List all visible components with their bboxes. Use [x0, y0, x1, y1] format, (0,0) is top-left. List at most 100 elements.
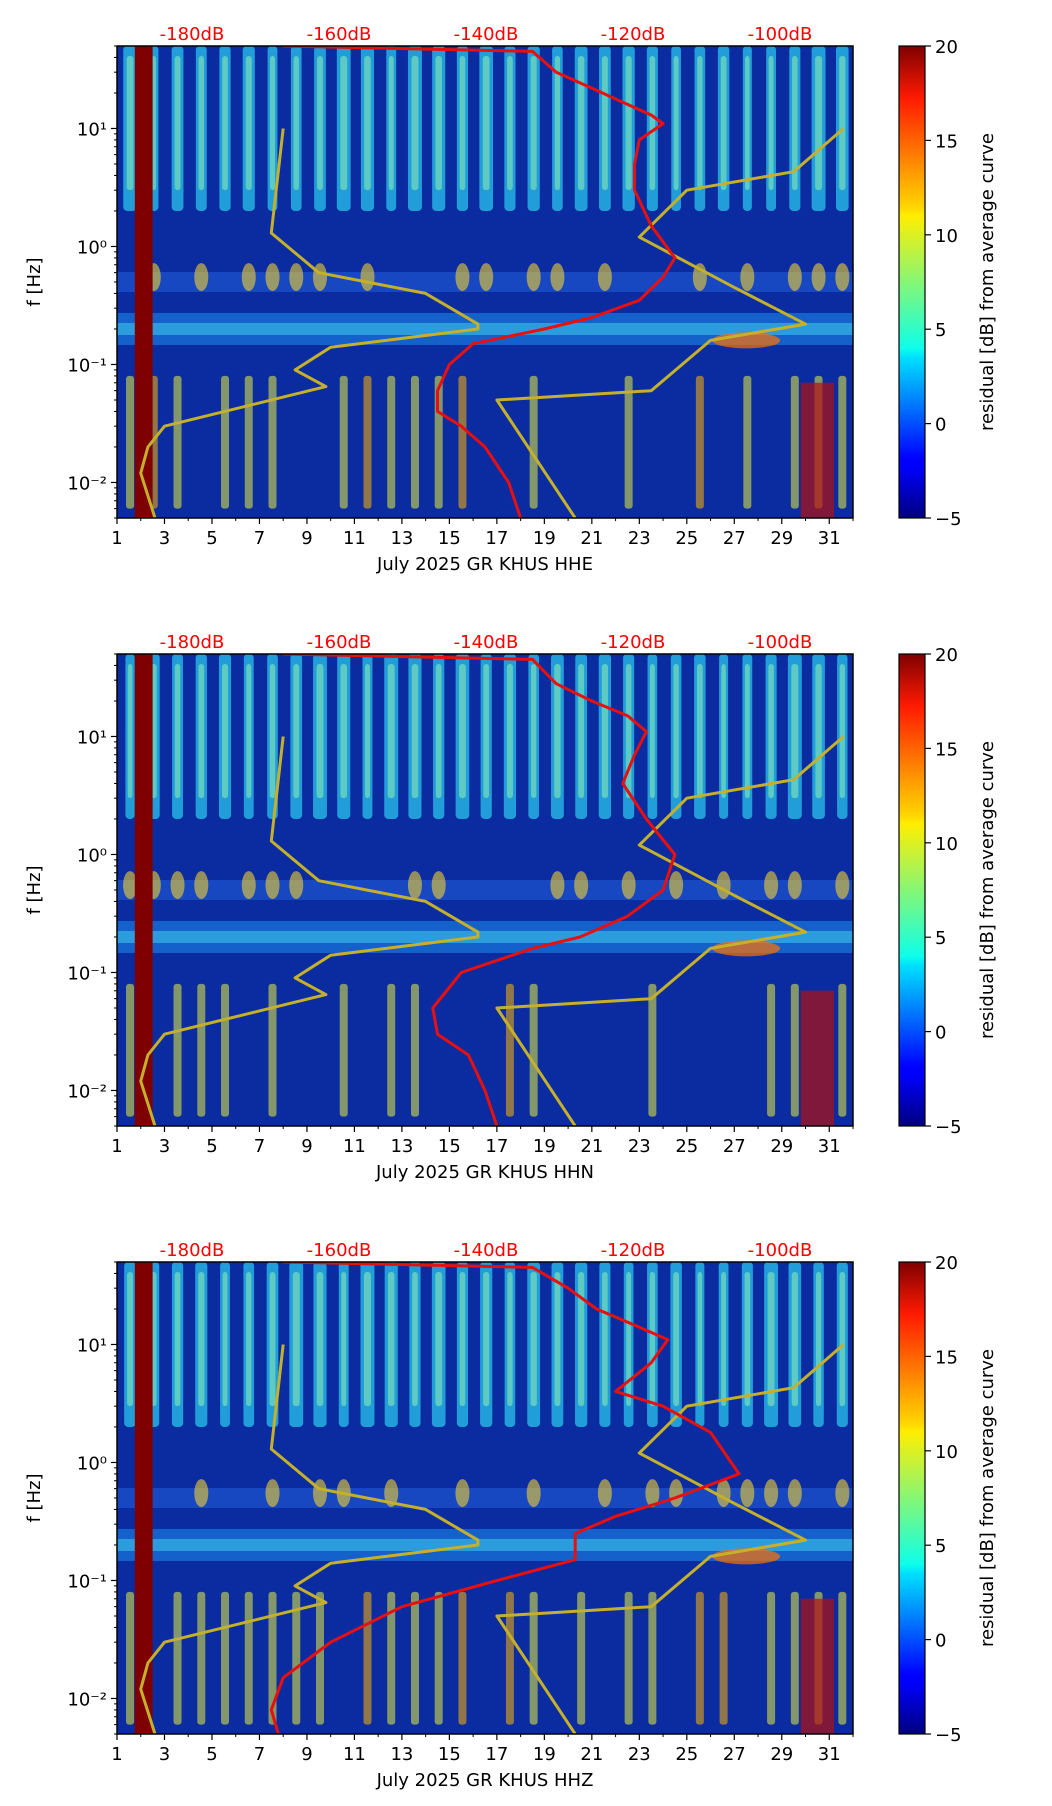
median-psd-curve [283, 46, 677, 518]
db-scale-label: -140dB [454, 24, 519, 45]
db-scale-label: -180dB [160, 24, 225, 45]
colorbar-tick-label: 5 [935, 1536, 946, 1557]
x-tick-label: 25 [675, 1136, 698, 1157]
db-scale-label: -160dB [307, 24, 372, 45]
x-tick-label: 11 [343, 1744, 366, 1765]
y-tick-label: 10⁻¹ [67, 355, 107, 376]
x-tick-label: 1 [111, 528, 122, 549]
x-tick-label: 29 [770, 1136, 793, 1157]
x-tick-label: 3 [159, 1744, 170, 1765]
x-tick-label: 21 [580, 1136, 603, 1157]
x-tick-label: 25 [675, 1744, 698, 1765]
y-tick-label: 10¹ [77, 727, 107, 748]
colorbar-tick-label: 20 [935, 645, 958, 666]
colorbar: −5 0 5 10 15 20 residual [dB] from average cur… [898, 37, 998, 530]
colorbar-tick-label: 15 [935, 1347, 958, 1368]
x-tick-label: 13 [390, 1136, 413, 1157]
spectrogram-panel-hhz: 1 3 5 7 9 11 13 15 17 19 21 23 25 27 29 3110⁻²10⁻¹10⁰10… [24, 1240, 998, 1791]
y-tick-label: 10⁰ [77, 237, 107, 258]
y-tick-label: 10⁻¹ [67, 1571, 107, 1592]
y-tick-label: 10⁻² [67, 473, 107, 494]
high-noise-model-curve [495, 1343, 845, 1734]
x-tick-label: 29 [770, 1744, 793, 1765]
db-scale-label: -180dB [160, 632, 225, 653]
x-tick-label: 27 [723, 1744, 746, 1765]
y-axis-title: f [Hz] [24, 1473, 45, 1522]
x-tick-label: 11 [343, 1136, 366, 1157]
colorbar-tick-label: 10 [935, 226, 958, 247]
y-tick-label: 10⁻¹ [67, 963, 107, 984]
x-axis-title: July 2025 GR KHUS HHE [376, 554, 593, 575]
y-tick-label: 10⁰ [77, 845, 107, 866]
y-axis-title: f [Hz] [24, 865, 45, 914]
db-scale-label: -100dB [748, 632, 813, 653]
x-tick-label: 25 [675, 528, 698, 549]
x-tick-label: 27 [723, 1136, 746, 1157]
colorbar-title: residual [dB] from average curve [977, 1349, 998, 1647]
colorbar-tick-label: 10 [935, 834, 958, 855]
x-tick-label: 3 [159, 528, 170, 549]
median-psd-curve [283, 654, 677, 1126]
spectrogram-image [117, 46, 853, 518]
x-tick-label: 23 [628, 528, 651, 549]
colorbar-tick-label: 0 [935, 1023, 946, 1044]
colorbar-tick-label: 0 [935, 1631, 946, 1652]
y-tick-label: 10¹ [77, 1335, 107, 1356]
x-tick-label: 17 [485, 1136, 508, 1157]
x-tick-label: 7 [254, 1744, 265, 1765]
median-psd-curve [269, 1262, 741, 1734]
x-tick-label: 15 [438, 1744, 461, 1765]
x-tick-label: 17 [485, 528, 508, 549]
low-noise-model-curve [139, 1344, 480, 1734]
x-tick-label: 3 [159, 1136, 170, 1157]
y-tick-label: 10⁰ [77, 1453, 107, 1474]
x-tick-label: 9 [301, 528, 312, 549]
x-tick-label: 13 [390, 528, 413, 549]
db-scale-label: -120dB [601, 24, 666, 45]
y-tick-label: 10⁻² [67, 1689, 107, 1710]
x-tick-label: 31 [818, 1136, 841, 1157]
y-axis-title: f [Hz] [24, 257, 45, 306]
colorbar-tick-label: 5 [935, 320, 946, 341]
x-tick-label: 17 [485, 1744, 508, 1765]
spectrogram-panel-hhe: 1 3 5 7 9 11 13 15 17 19 21 23 25 27 29 3110⁻²10⁻¹10⁰10… [24, 24, 998, 575]
x-tick-label: 5 [206, 1744, 217, 1765]
x-tick-label: 19 [533, 528, 556, 549]
colorbar-tick-label: −5 [935, 1117, 962, 1138]
db-scale-label: -160dB [307, 1240, 372, 1261]
db-scale-label: -140dB [454, 632, 519, 653]
spectrogram-image [117, 654, 853, 1126]
colorbar-tick-label: −5 [935, 509, 962, 530]
x-tick-label: 15 [438, 1136, 461, 1157]
x-tick-label: 31 [818, 528, 841, 549]
x-tick-label: 23 [628, 1744, 651, 1765]
db-scale-label: -160dB [307, 632, 372, 653]
spectrogram-image [117, 1262, 853, 1734]
x-tick-label: 7 [254, 1136, 265, 1157]
x-tick-label: 23 [628, 1136, 651, 1157]
x-tick-label: 5 [206, 528, 217, 549]
x-tick-label: 29 [770, 528, 793, 549]
x-tick-label: 19 [533, 1744, 556, 1765]
x-tick-label: 1 [111, 1136, 122, 1157]
x-tick-label: 19 [533, 1136, 556, 1157]
x-tick-label: 31 [818, 1744, 841, 1765]
colorbar-tick-label: 10 [935, 1442, 958, 1463]
x-tick-label: 11 [343, 528, 366, 549]
colorbar: −5 0 5 10 15 20 residual [dB] from average cur… [898, 645, 998, 1138]
db-scale-label: -180dB [160, 1240, 225, 1261]
low-noise-model-curve [139, 128, 480, 518]
colorbar-tick-label: 20 [935, 1253, 958, 1274]
db-scale-label: -100dB [748, 24, 813, 45]
colorbar-tick-label: 20 [935, 37, 958, 58]
spectrogram-panel-hhn: 1 3 5 7 9 11 13 15 17 19 21 23 25 27 29 3110⁻²10⁻¹10⁰10… [24, 632, 998, 1183]
y-tick-label: 10¹ [77, 119, 107, 140]
colorbar-tick-label: 5 [935, 928, 946, 949]
x-tick-label: 9 [301, 1744, 312, 1765]
x-tick-label: 27 [723, 528, 746, 549]
x-tick-label: 9 [301, 1136, 312, 1157]
x-tick-label: 21 [580, 528, 603, 549]
colorbar-title: residual [dB] from average curve [977, 741, 998, 1039]
colorbar-tick-label: 0 [935, 415, 946, 436]
